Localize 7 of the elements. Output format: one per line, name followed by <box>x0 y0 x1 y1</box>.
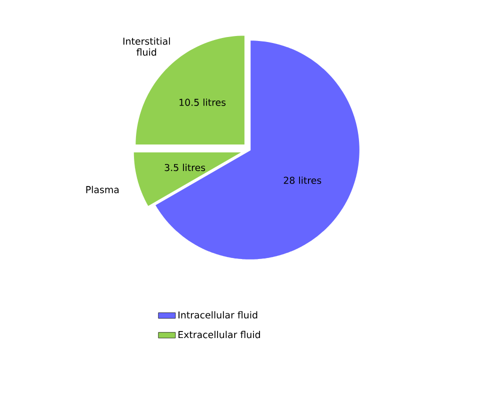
legend-label: Intracellular fluid <box>178 311 258 319</box>
text: Extracellular fluid <box>178 330 260 338</box>
data-label: 3.5 litres <box>164 164 206 172</box>
slice-label: Plasma <box>86 186 119 194</box>
slice-label: Interstitial fluid <box>123 37 170 56</box>
data-label: 28 litres <box>284 176 322 184</box>
data-label: 10.5 litres <box>180 98 226 106</box>
